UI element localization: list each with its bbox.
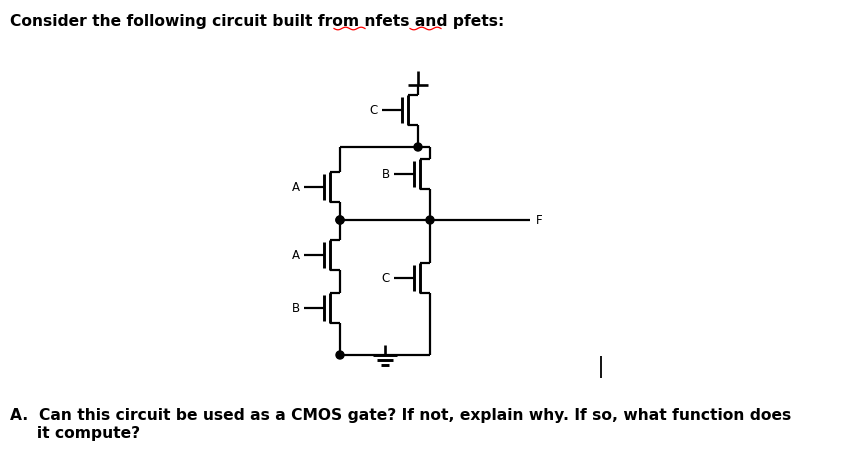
Circle shape bbox=[414, 143, 422, 151]
Text: F: F bbox=[536, 213, 542, 227]
Circle shape bbox=[336, 216, 344, 224]
Text: it compute?: it compute? bbox=[10, 426, 140, 441]
Circle shape bbox=[426, 216, 434, 224]
Text: C: C bbox=[381, 272, 390, 285]
Text: C: C bbox=[369, 104, 378, 116]
Text: B: B bbox=[292, 302, 300, 315]
Circle shape bbox=[336, 216, 344, 224]
Circle shape bbox=[336, 351, 344, 359]
Text: A: A bbox=[292, 249, 300, 262]
Text: A.  Can this circuit be used as a CMOS gate? If not, explain why. If so, what fu: A. Can this circuit be used as a CMOS ga… bbox=[10, 408, 791, 423]
Text: B: B bbox=[381, 167, 390, 181]
Text: A: A bbox=[292, 181, 300, 194]
Text: Consider the following circuit built from nfets and pfets:: Consider the following circuit built fro… bbox=[10, 14, 504, 29]
